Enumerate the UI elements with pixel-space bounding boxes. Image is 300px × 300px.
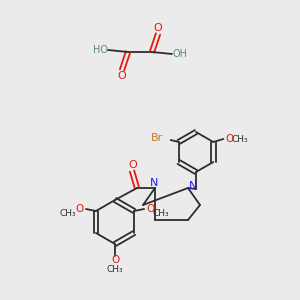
- Text: CH₃: CH₃: [231, 134, 247, 143]
- Text: N: N: [189, 181, 197, 191]
- Text: O: O: [225, 134, 233, 144]
- Text: OH: OH: [172, 49, 188, 59]
- Text: O: O: [129, 160, 137, 170]
- Text: HO: HO: [92, 45, 107, 55]
- Text: Br: Br: [151, 133, 163, 143]
- Text: CH₃: CH₃: [60, 208, 76, 217]
- Text: O: O: [118, 71, 126, 81]
- Text: N: N: [150, 178, 158, 188]
- Text: O: O: [154, 23, 162, 33]
- Text: O: O: [111, 255, 119, 265]
- Text: CH₃: CH₃: [107, 266, 123, 274]
- Text: O: O: [146, 204, 154, 214]
- Text: O: O: [76, 204, 84, 214]
- Text: CH₃: CH₃: [153, 208, 169, 217]
